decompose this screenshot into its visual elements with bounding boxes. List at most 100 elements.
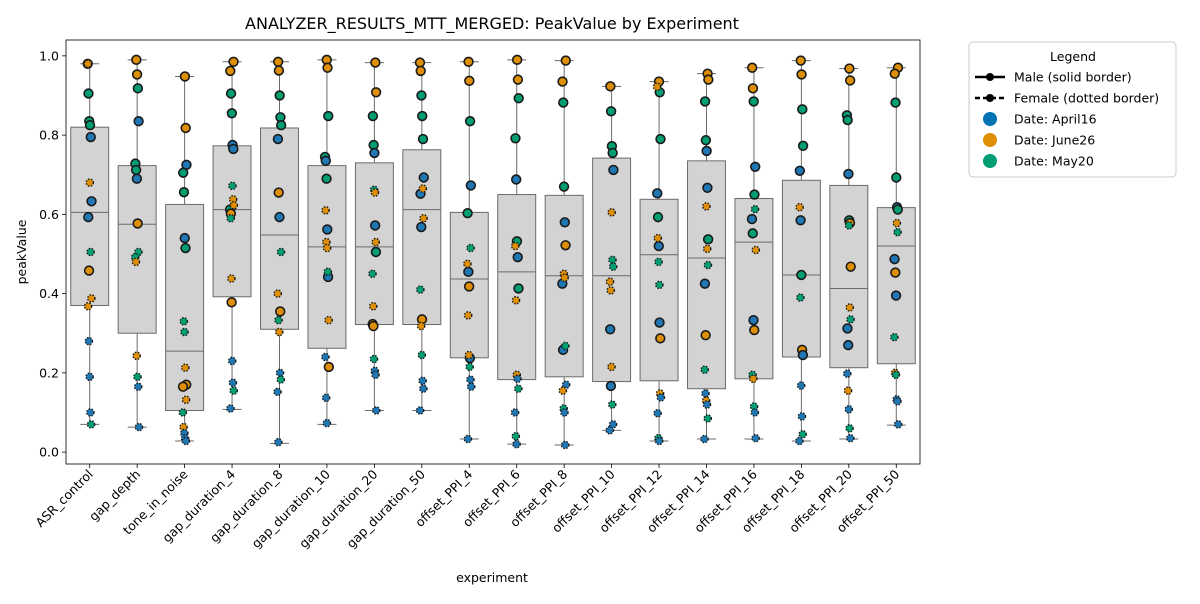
data-point-male xyxy=(559,217,571,228)
data-point-female xyxy=(131,257,141,267)
data-point-male xyxy=(132,83,144,94)
data-point-male xyxy=(890,267,901,278)
data-point-female xyxy=(844,221,854,230)
data-point-female xyxy=(273,387,282,397)
data-point-male xyxy=(180,122,191,134)
data-point-female xyxy=(181,436,191,446)
data-point-male xyxy=(463,281,475,292)
data-point-male xyxy=(890,97,901,108)
data-point-female xyxy=(703,260,713,270)
data-point-male xyxy=(85,131,96,143)
data-point-female xyxy=(845,424,854,433)
data-point-male xyxy=(415,65,426,77)
data-point-female xyxy=(512,439,521,449)
legend-marker xyxy=(986,73,994,81)
data-point-male xyxy=(844,75,856,86)
data-point-female xyxy=(321,393,331,403)
y-axis-label: peakValue xyxy=(14,219,29,284)
data-point-male xyxy=(795,215,806,226)
legend-color-dot xyxy=(983,154,997,168)
data-point-female xyxy=(513,384,523,394)
data-point-female xyxy=(228,378,238,388)
data-point-female xyxy=(228,181,237,191)
data-point-female xyxy=(701,389,710,398)
data-point-female xyxy=(275,368,285,378)
data-point-male xyxy=(748,96,759,107)
data-point-male xyxy=(747,228,758,239)
legend-color-dot xyxy=(983,112,997,126)
data-point-male xyxy=(747,83,759,94)
data-point-female xyxy=(795,436,804,446)
data-point-male xyxy=(370,57,381,68)
data-point-female xyxy=(273,289,283,298)
plot-area: 0.00.20.40.60.81.0ASR_controlgap_depthto… xyxy=(32,39,921,551)
data-point-male xyxy=(797,349,809,361)
data-point-female xyxy=(891,370,901,380)
data-point-female xyxy=(323,267,333,277)
data-point-female xyxy=(226,214,235,223)
data-point-female xyxy=(322,243,332,253)
data-point-female xyxy=(751,245,761,255)
data-point-female xyxy=(607,208,616,217)
data-point-male xyxy=(653,240,664,252)
data-point-male xyxy=(180,242,191,254)
data-point-female xyxy=(510,241,520,251)
data-point-female xyxy=(227,356,237,366)
data-point-male xyxy=(845,261,856,272)
data-point-female xyxy=(417,350,427,360)
data-point-female xyxy=(133,372,142,382)
data-point-female xyxy=(749,374,758,384)
data-point-male xyxy=(703,74,714,85)
data-point-male xyxy=(275,306,286,317)
data-point-female xyxy=(513,374,522,384)
data-point-female xyxy=(560,440,570,450)
data-point-female xyxy=(371,406,381,415)
data-point-male xyxy=(750,161,761,173)
data-point-female xyxy=(561,380,571,390)
data-point-female xyxy=(180,363,190,373)
data-point-male xyxy=(177,381,189,392)
data-point-female xyxy=(653,408,662,418)
data-point-female xyxy=(511,296,521,305)
data-point-female xyxy=(465,362,474,372)
box xyxy=(260,127,299,330)
data-point-male xyxy=(843,168,854,180)
data-point-male xyxy=(604,324,616,335)
data-point-male xyxy=(418,172,429,183)
data-point-male xyxy=(464,75,475,87)
data-point-female xyxy=(322,418,332,428)
data-point-female xyxy=(796,293,805,302)
data-point-female xyxy=(846,315,855,324)
data-point-male xyxy=(225,88,237,99)
box xyxy=(639,198,679,382)
data-point-male xyxy=(464,116,476,127)
data-point-female xyxy=(892,218,902,228)
data-point-male xyxy=(797,104,808,115)
data-point-male xyxy=(130,164,142,176)
data-point-female xyxy=(321,206,330,215)
chart-title: ANALYZER_RESULTS_MTT_MERGED: PeakValue b… xyxy=(245,14,739,34)
y-tick-label: 0.4 xyxy=(39,286,59,301)
data-point-female xyxy=(608,262,618,271)
data-point-male xyxy=(463,56,474,67)
data-point-female xyxy=(321,352,330,362)
data-point-female xyxy=(796,381,806,390)
data-point-male xyxy=(273,187,284,198)
data-point-male xyxy=(131,173,143,184)
data-point-female xyxy=(419,214,428,223)
data-point-female xyxy=(180,327,189,337)
data-point-female xyxy=(702,400,712,409)
data-point-female xyxy=(371,237,381,247)
data-point-female xyxy=(652,82,662,92)
legend-label: Date: May20 xyxy=(1014,154,1094,169)
data-point-male xyxy=(84,119,96,131)
data-point-male xyxy=(843,339,854,351)
data-point-male xyxy=(462,207,473,219)
data-point-male xyxy=(605,81,616,92)
data-point-female xyxy=(893,227,902,237)
data-point-male xyxy=(272,56,284,67)
data-point-female xyxy=(890,332,899,342)
data-point-female xyxy=(178,408,188,417)
data-point-male xyxy=(511,174,522,185)
